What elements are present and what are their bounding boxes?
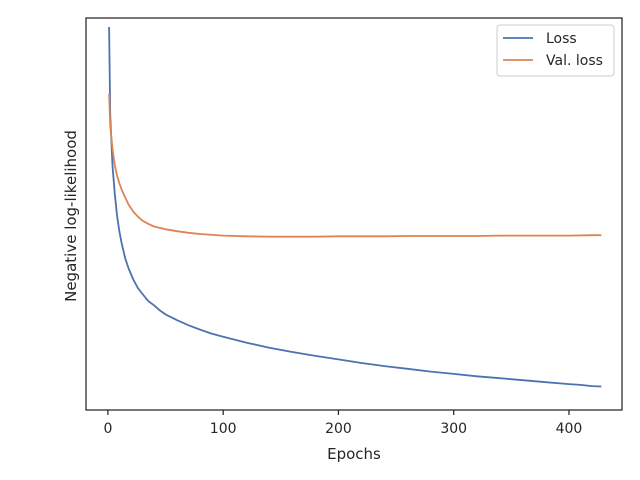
x-tick-label-4: 400	[556, 421, 583, 437]
x-tick-label-0: 0	[103, 421, 112, 437]
legend-label-loss: Loss	[546, 31, 577, 47]
series-line-val-loss	[108, 93, 602, 238]
series-layer	[108, 26, 602, 388]
x-axis-label: Epochs	[327, 445, 381, 463]
x-tick-label-2: 200	[325, 421, 352, 437]
y-axis-label: Negative log-likelihood	[62, 130, 80, 302]
series-line-loss	[108, 26, 602, 388]
plot-area	[86, 18, 622, 410]
x-tick-label-1: 100	[210, 421, 237, 437]
plot-frame	[85, 17, 623, 411]
legend: Loss Val. loss	[496, 24, 615, 77]
x-axis: 0 100 200 300 400	[103, 410, 582, 437]
x-tick-label-3: 300	[440, 421, 467, 437]
legend-label-val-loss: Val. loss	[546, 53, 603, 69]
